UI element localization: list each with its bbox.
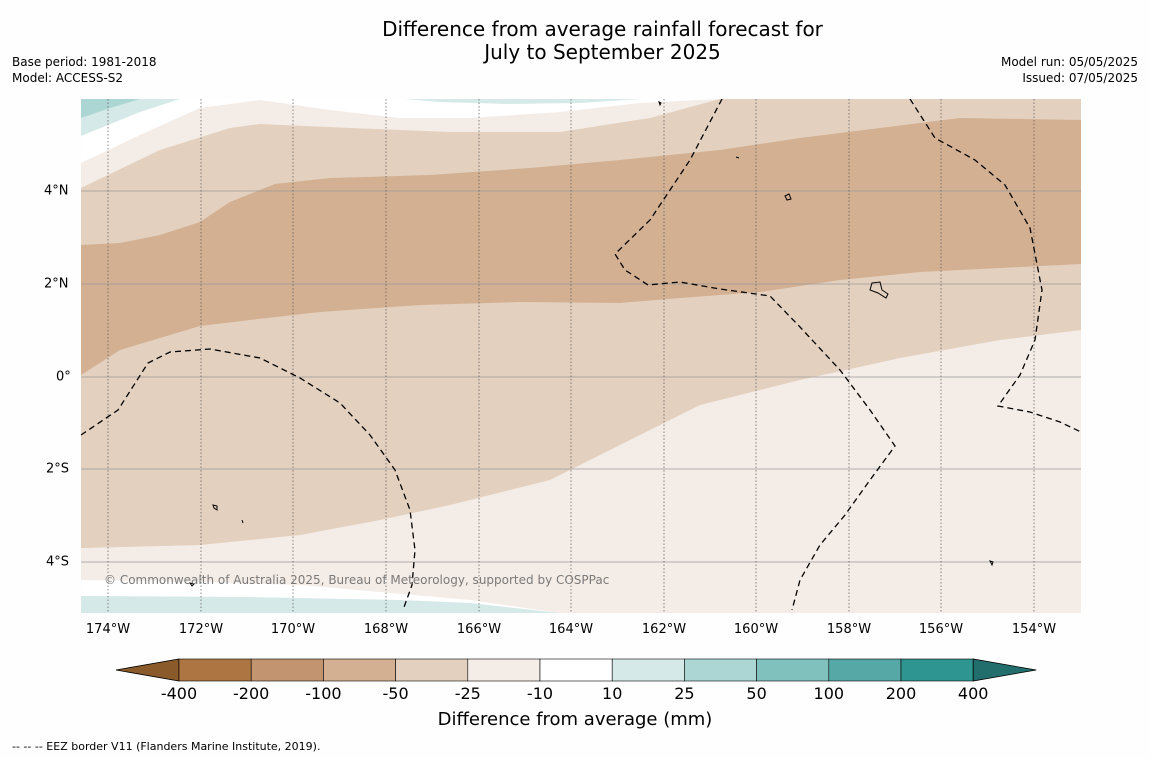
base-period: Base period: 1981-2018 bbox=[12, 55, 157, 69]
colorbar-segment bbox=[828, 658, 902, 682]
meta-right: Model run: 05/05/2025 Issued: 07/05/2025 bbox=[1001, 54, 1138, 86]
lon-label-174w: 174°W bbox=[85, 622, 131, 637]
colorbar-extend-low bbox=[115, 658, 180, 682]
colorbar-tick-label: -100 bbox=[305, 684, 342, 703]
lon-label-158w: 158°W bbox=[826, 622, 872, 637]
colorbar-tick-label: 10 bbox=[602, 684, 623, 703]
colorbar-segment bbox=[323, 658, 396, 682]
colorbar-tick-label: 25 bbox=[674, 684, 695, 703]
copyright-notice: © Commonwealth of Australia 2025, Bureau… bbox=[104, 573, 610, 587]
map-title: Difference from average rainfall forecas… bbox=[0, 18, 1150, 64]
lon-label-168w: 168°W bbox=[363, 622, 409, 637]
lat-label-4n: 4°N bbox=[44, 183, 69, 199]
title-line-2: July to September 2025 bbox=[484, 40, 721, 64]
colorbar-tick-label: -50 bbox=[382, 684, 409, 703]
colorbar-tick-label: -10 bbox=[526, 684, 554, 703]
lon-label-170w: 170°W bbox=[270, 622, 316, 637]
colorbar-segment bbox=[900, 658, 974, 682]
colorbar-segment bbox=[250, 658, 324, 682]
meta-left: Base period: 1981-2018 Model: ACCESS-S2 bbox=[12, 54, 157, 86]
lon-gridlines bbox=[107, 99, 1035, 613]
colorbar-tick-label: 200 bbox=[885, 684, 917, 703]
lon-label-164w: 164°W bbox=[548, 622, 594, 637]
colorbar-tick-label: -25 bbox=[454, 684, 481, 703]
colorbar-extend-high bbox=[972, 658, 1037, 682]
title-line-1: Difference from average rainfall forecas… bbox=[382, 17, 823, 41]
lat-label-4s: 4°S bbox=[46, 554, 70, 570]
map-area bbox=[81, 99, 1081, 613]
lon-label-172w: 172°W bbox=[178, 622, 224, 637]
lon-label-162w: 162°W bbox=[641, 622, 687, 637]
colorbar-tick-label: 100 bbox=[813, 684, 845, 703]
lat-label-equator: 0° bbox=[56, 369, 71, 385]
colorbar bbox=[115, 658, 1037, 682]
band-minus50-100 bbox=[81, 118, 1081, 375]
lon-label-166w: 166°W bbox=[456, 622, 502, 637]
lat-label-2n: 2°N bbox=[44, 276, 69, 292]
colorbar-tick-label: -400 bbox=[160, 684, 198, 703]
band-plus25-50-top bbox=[81, 99, 140, 118]
colorbar-segment bbox=[395, 658, 469, 682]
model-name: Model: ACCESS-S2 bbox=[12, 71, 124, 85]
colorbar-tick-label: -200 bbox=[233, 684, 270, 703]
lat-gridlines bbox=[81, 190, 1081, 563]
colorbar-segment bbox=[539, 658, 613, 682]
eez-border-footnote: -- -- -- EEZ border V11 (Flanders Marine… bbox=[12, 740, 321, 753]
colorbar-segment bbox=[178, 658, 252, 682]
colorbar-segment bbox=[611, 658, 685, 682]
colorbar-tick-label: 400 bbox=[957, 684, 989, 703]
eez-borders bbox=[81, 99, 1081, 611]
colorbar-segment bbox=[467, 658, 541, 682]
lon-label-160w: 160°W bbox=[733, 622, 779, 637]
issued-date: Issued: 07/05/2025 bbox=[1022, 71, 1138, 85]
colorbar-segment bbox=[684, 658, 757, 682]
colorbar-tick-label: 50 bbox=[746, 684, 767, 703]
colorbar-segment bbox=[756, 658, 830, 682]
islands bbox=[188, 101, 994, 587]
band-plus10-25-top-mid bbox=[405, 99, 640, 104]
colorbar-title: Difference from average (mm) bbox=[437, 709, 713, 730]
lon-label-154w: 154°W bbox=[1011, 622, 1057, 637]
lon-label-156w: 156°W bbox=[918, 622, 964, 637]
model-run: Model run: 05/05/2025 bbox=[1000, 55, 1138, 69]
lat-label-2s: 2°S bbox=[46, 461, 70, 477]
